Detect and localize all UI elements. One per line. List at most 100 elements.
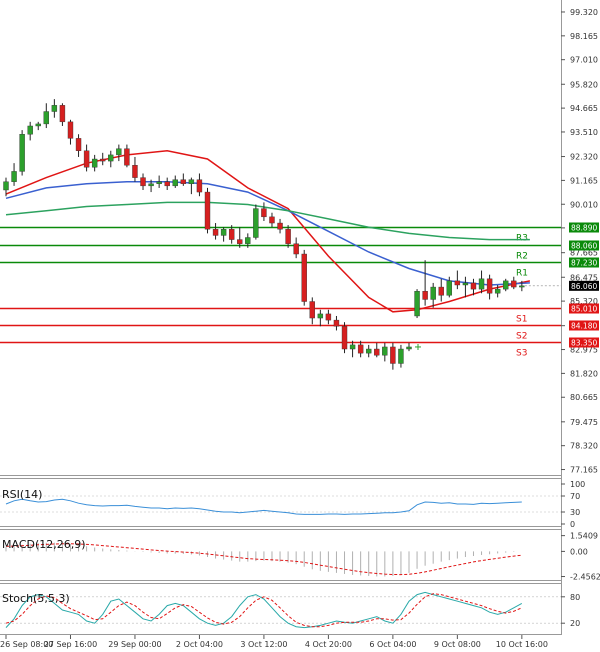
candle-body-up <box>220 229 227 236</box>
candle <box>3 177 9 197</box>
candle-body-down <box>454 280 461 286</box>
candle <box>301 249 307 306</box>
candle-body-down <box>180 179 187 185</box>
candle-body-down <box>59 105 66 123</box>
candle <box>511 276 517 290</box>
candle-body-down <box>325 313 332 321</box>
macd-panel: MACD(12,26,9) 1.5409 0.00 -2.4562 <box>2 532 600 582</box>
level-tag-bg <box>569 222 599 233</box>
candle <box>124 144 130 168</box>
candle <box>325 309 332 325</box>
candle-body-up <box>414 290 420 317</box>
y-tick-label: 93.510 <box>570 128 598 137</box>
rsi-tick-label: 30 <box>570 508 580 517</box>
candle-body-down <box>75 138 82 151</box>
candle <box>478 270 485 294</box>
candle <box>494 285 501 298</box>
y-tick-label: 87.665 <box>570 249 598 258</box>
pivot-level-lines: R3 R2 R1 S1 S2 S3 <box>0 226 561 359</box>
candle-body-down <box>269 216 275 224</box>
current-price-tag: 86.060 <box>524 280 599 291</box>
candle-body-up <box>19 134 25 172</box>
candle-body-down <box>293 243 299 255</box>
level-tag-r2: 88.060 <box>571 242 597 251</box>
candle <box>51 99 58 118</box>
candle-body-down <box>301 253 307 302</box>
level-tag-bg <box>569 320 599 331</box>
candle-body-down <box>486 278 493 294</box>
candle <box>11 163 17 186</box>
candle-body-up <box>245 237 251 244</box>
candle <box>277 218 283 234</box>
x-tick-label: 6 Oct 04:00 <box>369 640 416 649</box>
stoch-k-line <box>5 591 523 629</box>
candle-body-up <box>156 181 162 185</box>
candle-body-up <box>503 280 509 290</box>
macd-signal-line <box>5 543 522 576</box>
candle-body-down <box>333 319 340 327</box>
candle-body-up <box>148 183 154 187</box>
candle-body-down <box>204 191 211 230</box>
rsi-tick-label: 0 <box>570 520 575 529</box>
level-tag-s2: 84.180 <box>571 322 597 331</box>
candle <box>172 175 178 188</box>
candlestick-series <box>3 99 525 370</box>
candle-body-down <box>277 222 283 230</box>
level-tag-bg <box>569 240 599 251</box>
y-tick-label: 77.165 <box>570 466 598 475</box>
candle-body-up <box>35 123 41 127</box>
current-price-label: 86.060 <box>571 282 597 291</box>
y-tick-label: 90.010 <box>570 200 598 209</box>
candle-body-down <box>228 229 235 240</box>
y-tick-label: 79.475 <box>570 418 598 427</box>
candle <box>519 280 525 292</box>
candle-body-up <box>91 158 98 168</box>
rsi-panel: RSI(14) 100 70 30 0 <box>0 480 585 529</box>
candle-body-up <box>430 286 436 300</box>
level-tag-s3: 83.350 <box>571 339 597 348</box>
candle-body-down <box>212 229 219 236</box>
candle-body-down <box>196 179 203 193</box>
candle <box>438 278 444 302</box>
candle-body-down <box>341 326 348 350</box>
rsi-line <box>5 498 522 515</box>
candle-body-down <box>470 282 477 290</box>
candle <box>309 297 315 325</box>
candle-body-down <box>140 177 146 187</box>
candle-body-down <box>124 148 130 166</box>
candle <box>293 237 299 259</box>
x-tick-label: 2 Oct 04:00 <box>176 640 223 649</box>
level-label-r1: R1 <box>516 269 528 279</box>
candle-body-up <box>406 346 412 350</box>
stoch-panel: Stoch(5,5,3) 80 20 <box>0 591 580 629</box>
pivot-level-tags: 88.890 88.060 87.230 85.010 84.180 83.350 <box>569 222 599 348</box>
ma-slow-line <box>5 201 530 241</box>
candle-body-down <box>237 239 243 244</box>
y-tick-label: 80.665 <box>570 393 598 402</box>
candle <box>261 202 267 221</box>
y-tick-label: 85.320 <box>570 297 598 306</box>
candle <box>188 177 195 195</box>
candle <box>100 152 106 166</box>
candle-body-up <box>11 171 17 182</box>
level-tag-s1: 85.010 <box>571 305 597 314</box>
candle-body-down <box>67 121 74 139</box>
candle <box>132 156 138 182</box>
candle <box>27 121 33 141</box>
candle <box>366 344 372 358</box>
x-tick-label: 9 Oct 08:00 <box>434 640 481 649</box>
y-tick-label: 98.165 <box>570 32 598 41</box>
level-label-s1: S1 <box>516 315 527 325</box>
candle <box>220 227 227 242</box>
y-tick-label: 94.665 <box>570 104 598 113</box>
x-tick-label: 10 Oct 16:00 <box>496 640 548 649</box>
y-tick-label: 82.975 <box>570 346 598 355</box>
level-tag-bg <box>569 303 599 314</box>
candle <box>357 340 364 358</box>
y-tick-label: 78.320 <box>570 442 598 451</box>
candle <box>398 344 404 368</box>
candle-body-down <box>438 286 444 296</box>
candle <box>406 342 412 352</box>
candle <box>390 342 396 370</box>
